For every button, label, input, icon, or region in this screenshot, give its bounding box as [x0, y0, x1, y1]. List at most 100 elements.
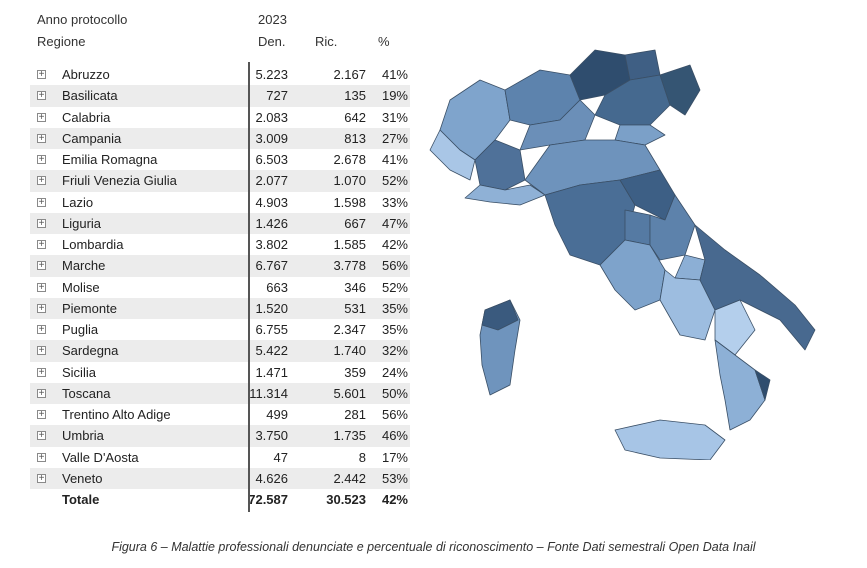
map-region	[614, 419, 726, 460]
map-region	[694, 224, 816, 351]
map-region	[614, 124, 666, 146]
pct-value: 19%	[381, 88, 408, 104]
table-row[interactable]: + Sicilia 1.471 359 24%	[30, 362, 410, 383]
region-name: Calabria	[62, 109, 111, 125]
den-header[interactable]: Den.	[258, 34, 286, 49]
den-value: 4.903	[255, 194, 288, 210]
table-row[interactable]: + Calabria 2.083 642 31%	[30, 107, 410, 128]
table-row[interactable]: + Toscana 11.314 5.601 50%	[30, 382, 410, 404]
region-name: Piemonte	[62, 300, 117, 316]
table-row[interactable]: + Basilicata 727 135 19%	[30, 85, 410, 107]
pct-value: 27%	[381, 130, 408, 146]
expand-icon[interactable]: +	[37, 239, 46, 250]
expand-icon[interactable]: +	[37, 345, 46, 357]
pct-value: 56%	[381, 258, 408, 274]
region-table: + Abruzzo 5.223 2.167 41% + Basilicata 727 135 19…	[30, 64, 410, 511]
expand-icon[interactable]: +	[37, 175, 46, 187]
expand-icon[interactable]: +	[37, 132, 46, 144]
den-value: 3.009	[255, 130, 288, 146]
table-row[interactable]: + Campania 3.009 813 27%	[30, 127, 410, 149]
table-row[interactable]: + Friuli Venezia Giulia 2.077 1.070 52%	[30, 170, 410, 192]
pct-value: 33%	[381, 194, 408, 210]
expand-icon[interactable]: +	[37, 90, 46, 102]
expand-icon[interactable]: +	[37, 302, 46, 314]
den-value: 5.422	[255, 343, 288, 359]
anno-protocollo-label: Anno protocollo	[37, 12, 128, 27]
table-row[interactable]: + Lombardia 3.802 1.585 42%	[30, 234, 410, 255]
expand-icon[interactable]: +	[37, 196, 46, 208]
map-region	[649, 194, 696, 261]
region-name: Marche	[62, 258, 106, 274]
ric-value: 1.598	[333, 194, 366, 210]
table-row[interactable]: + Abruzzo 5.223 2.167 41%	[30, 64, 410, 85]
table-row[interactable]: + Umbria 3.750 1.735 46%	[30, 425, 410, 447]
expand-icon[interactable]: +	[37, 387, 46, 399]
pct-header[interactable]: %	[378, 34, 390, 49]
ric-value: 5.601	[333, 385, 366, 401]
region-name: Trentino Alto Adige	[62, 407, 171, 422]
region-name: Valle D'Aosta	[62, 449, 139, 465]
expand-icon[interactable]: +	[37, 430, 46, 442]
ric-value: 531	[344, 300, 366, 316]
region-name: Basilicata	[62, 88, 118, 104]
pct-value: 52%	[381, 173, 408, 189]
pct-value: 52%	[381, 279, 408, 295]
pct-value: 42%	[381, 237, 408, 252]
ric-value: 281	[344, 407, 366, 422]
expand-icon[interactable]: +	[37, 154, 46, 165]
region-name: Friuli Venezia Giulia	[62, 173, 177, 189]
ric-value: 135	[344, 88, 366, 104]
table-row[interactable]: + Sardegna 5.422 1.740 32%	[30, 340, 410, 362]
den-value: 6.503	[255, 152, 288, 167]
map-region	[594, 74, 671, 126]
pct-value: 24%	[381, 364, 408, 380]
table-row[interactable]: + Valle D'Aosta 47 8 17%	[30, 447, 410, 468]
table-row[interactable]: + Lazio 4.903 1.598 33%	[30, 192, 410, 213]
pct-value: 35%	[381, 322, 408, 337]
table-row[interactable]: + Trentino Alto Adige 499 281 56%	[30, 404, 410, 425]
ric-value: 2.678	[333, 152, 366, 167]
ric-value: 1.740	[333, 343, 366, 359]
den-value: 727	[266, 88, 288, 104]
pct-value: 41%	[381, 152, 408, 167]
expand-icon[interactable]: +	[37, 472, 46, 484]
table-divider	[248, 62, 250, 512]
ric-value: 359	[344, 364, 366, 380]
den-value: 1.471	[255, 364, 288, 380]
expand-icon[interactable]: +	[37, 324, 46, 335]
region-name: Lombardia	[62, 237, 124, 252]
ric-value: 8	[358, 449, 366, 465]
ric-value: 1.070	[333, 173, 366, 189]
expand-icon[interactable]: +	[37, 217, 46, 229]
table-row[interactable]: + Piemonte 1.520 531 35%	[30, 297, 410, 319]
expand-icon[interactable]: +	[37, 260, 46, 272]
map-region	[481, 299, 519, 331]
map-region	[714, 339, 766, 431]
table-row[interactable]: + Marche 6.767 3.778 56%	[30, 255, 410, 277]
total-label: Totale	[62, 492, 100, 507]
den-value: 1.520	[255, 300, 288, 316]
regione-header[interactable]: Regione	[37, 34, 86, 49]
table-row[interactable]: + Emilia Romagna 6.503 2.678 41%	[30, 149, 410, 170]
ric-value: 1.585	[333, 237, 366, 252]
expand-icon[interactable]: +	[37, 366, 46, 378]
map-region	[429, 129, 476, 181]
pct-value: 47%	[381, 215, 408, 231]
table-row[interactable]: + Puglia 6.755 2.347 35%	[30, 319, 410, 340]
table-row[interactable]: + Veneto 4.626 2.442 53%	[30, 467, 410, 489]
ric-value: 1.735	[333, 428, 366, 444]
table-row[interactable]: + Liguria 1.426 667 47%	[30, 212, 410, 234]
expand-icon[interactable]: +	[37, 69, 46, 80]
italy-choropleth-map	[429, 49, 816, 460]
map-region	[674, 254, 706, 281]
expand-icon[interactable]: +	[37, 409, 46, 420]
expand-icon[interactable]: +	[37, 451, 46, 463]
pct-value: 35%	[381, 300, 408, 316]
table-row[interactable]: + Molise 663 346 52%	[30, 277, 410, 298]
map-region	[659, 64, 701, 116]
ric-value: 346	[344, 279, 366, 295]
expand-icon[interactable]: +	[37, 111, 46, 123]
expand-icon[interactable]: +	[37, 281, 46, 293]
den-value: 47	[273, 449, 288, 465]
ric-header[interactable]: Ric.	[315, 34, 338, 49]
